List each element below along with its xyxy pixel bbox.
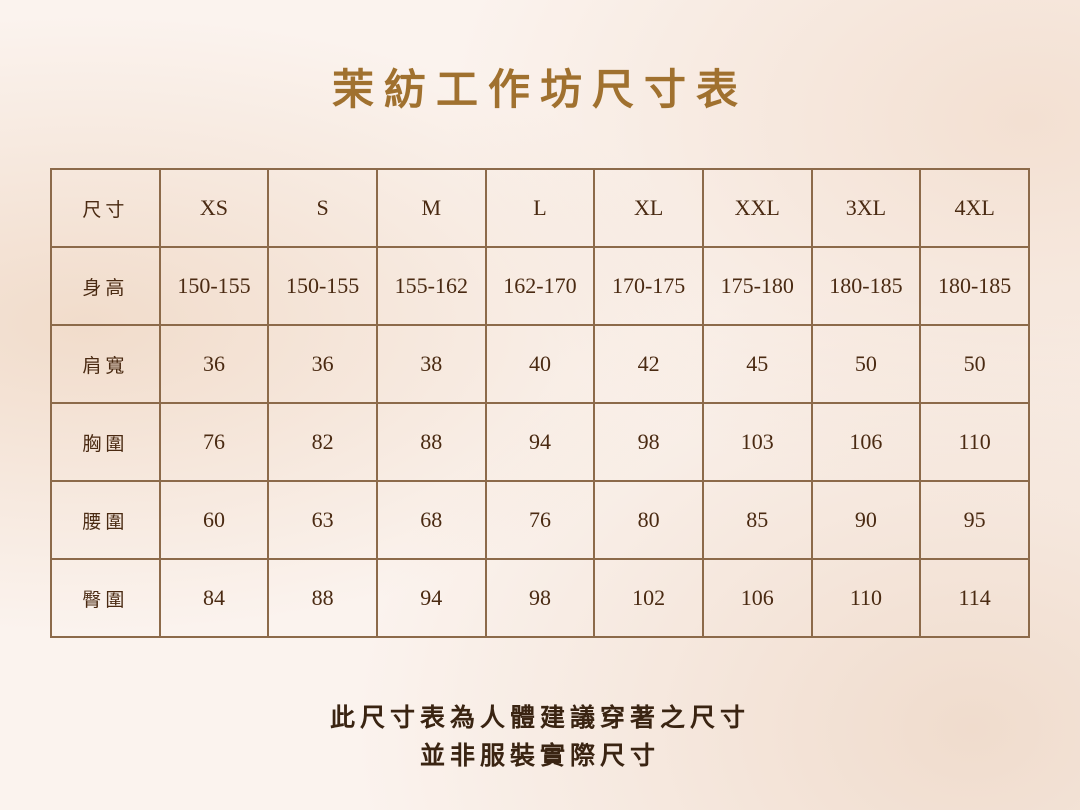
table-cell: 106: [701, 558, 813, 638]
table-cell: L: [484, 168, 596, 248]
table-cell: 88: [267, 558, 378, 638]
table-cell: M: [375, 168, 487, 248]
table-cell: 76: [484, 480, 596, 560]
row-header-cell: 臀圍: [50, 558, 161, 638]
table-cell: 38: [375, 324, 487, 404]
header-row: 尺寸 XS S M L XL XXL 3XL 4XL: [50, 168, 1030, 248]
table-cell: S: [267, 168, 378, 248]
row-header-cell: 腰圍: [50, 480, 161, 560]
table-cell: 106: [810, 402, 922, 482]
table-cell: 103: [701, 402, 813, 482]
table-cell: 95: [919, 480, 1030, 560]
row-header-cell: 尺寸: [50, 168, 161, 248]
table-cell: 180-185: [919, 246, 1030, 326]
table-row: 胸圍 76 82 88 94 98 103 106 110: [50, 402, 1030, 482]
note-line-2: 並非服裝實際尺寸: [419, 741, 660, 770]
table-cell: 155-162: [375, 246, 487, 326]
row-header-cell: 胸圍: [50, 402, 161, 482]
table-cell: 110: [810, 558, 922, 638]
table-cell: 3XL: [810, 168, 922, 248]
table-cell: 42: [593, 324, 704, 404]
table-cell: 40: [484, 324, 596, 404]
table-cell: 60: [158, 480, 270, 560]
page-title: 茉紡工作坊尺寸表: [331, 65, 748, 114]
table-cell: 85: [701, 480, 813, 560]
table-cell: 36: [158, 324, 270, 404]
table-row: 腰圍 60 63 68 76 80 85 90 95: [50, 480, 1030, 560]
table-cell: 63: [267, 480, 378, 560]
table-cell: 102: [593, 558, 704, 638]
table-cell: 114: [919, 558, 1030, 638]
table-cell: XL: [593, 168, 704, 248]
table-cell: XS: [158, 168, 270, 248]
table-row: 身高 150-155 150-155 155-162 162-170 170-175 175…: [50, 246, 1030, 326]
table-cell: 162-170: [484, 246, 596, 326]
row-header-cell: 肩寬: [50, 324, 161, 404]
table-cell: 94: [484, 402, 596, 482]
table-row: 臀圍 84 88 94 98 102 106 110 114: [50, 558, 1030, 638]
table-cell: 68: [375, 480, 487, 560]
table-cell: 150-155: [158, 246, 270, 326]
table-row: 肩寬 36 36 38 40 42 45 50 50: [50, 324, 1030, 404]
table-cell: 110: [919, 402, 1030, 482]
table-cell: 94: [375, 558, 487, 638]
table-cell: 88: [375, 402, 487, 482]
table-cell: 98: [484, 558, 596, 638]
table-cell: XXL: [701, 168, 813, 248]
note-line-1: 此尺寸表為人體建議穿著之尺寸: [329, 703, 750, 732]
table-cell: 4XL: [919, 168, 1030, 248]
table-cell: 98: [593, 402, 704, 482]
row-header-cell: 身高: [50, 246, 161, 326]
table-cell: 76: [158, 402, 270, 482]
size-table: 尺寸 XS S M L XL XXL 3XL 4XL 身高 150-155 150-155 155-16…: [50, 168, 1030, 638]
table-cell: 36: [267, 324, 378, 404]
table-cell: 50: [810, 324, 922, 404]
table-cell: 82: [267, 402, 378, 482]
table-cell: 50: [919, 324, 1030, 404]
table-cell: 170-175: [593, 246, 704, 326]
table-cell: 180-185: [810, 246, 922, 326]
table-cell: 175-180: [701, 246, 813, 326]
table-cell: 80: [593, 480, 704, 560]
table-cell: 84: [158, 558, 270, 638]
table-cell: 45: [701, 324, 813, 404]
table-cell: 150-155: [267, 246, 378, 326]
table-cell: 90: [810, 480, 922, 560]
